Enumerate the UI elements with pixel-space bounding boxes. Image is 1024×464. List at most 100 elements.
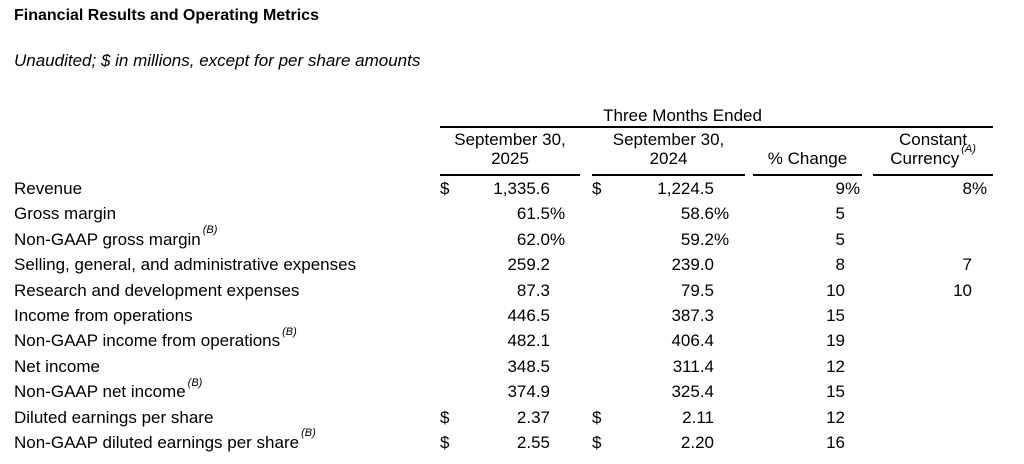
- row-label: Diluted earnings per share: [14, 405, 440, 430]
- table-body: Revenue $ 1,335.6 $ 1,224.5 9 % 8 % Gros…: [14, 175, 993, 455]
- pct-sign-2025: [550, 354, 580, 379]
- column-header-2025: September 30, 2025: [440, 127, 580, 176]
- pct-sign-2024: %: [714, 204, 730, 224]
- pct-sign-2025: [550, 379, 580, 404]
- footnote-marker-b: (B): [202, 224, 218, 237]
- pct-sign-2025: [550, 405, 580, 430]
- constant-currency-sign: [972, 201, 993, 226]
- gap: [580, 354, 592, 379]
- row-label: Non-GAAP diluted earnings per share (B): [14, 427, 440, 455]
- gap: [580, 175, 592, 201]
- pct-change-sign: [845, 227, 862, 252]
- header-gap: [580, 127, 592, 175]
- column-header-2024-line2: 2024: [649, 149, 688, 168]
- currency-symbol-2025: [440, 252, 454, 277]
- row-label-text: Revenue: [14, 178, 83, 198]
- constant-currency-sign: %: [972, 179, 988, 198]
- value-2024: 311.4: [672, 356, 714, 376]
- pct-change-value: 8: [835, 255, 845, 275]
- header-spacer: [14, 97, 440, 127]
- table-group-header-row: Three Months Ended: [14, 97, 994, 128]
- gap: [745, 430, 753, 455]
- currency-symbol-2025: $: [440, 179, 450, 198]
- gap: [862, 175, 873, 201]
- constant-currency-value: [873, 379, 972, 404]
- pct-sign-2024: [714, 354, 745, 379]
- row-label-text: Non-GAAP gross margin: [14, 229, 201, 249]
- gap: [580, 430, 592, 455]
- pct-change-sign: %: [845, 179, 861, 198]
- table-row: Non-GAAP gross margin (B) 62.0 % 59.2 % 5: [14, 224, 993, 252]
- page-subtitle: Unaudited; $ in millions, except for per…: [14, 51, 421, 70]
- value-2025: 482.1: [507, 331, 550, 351]
- gap: [745, 175, 753, 201]
- value-2025: 87.3: [516, 280, 550, 300]
- pct-sign-2024: [714, 175, 745, 201]
- gap: [862, 354, 873, 379]
- table-row: Revenue $ 1,335.6 $ 1,224.5 9 % 8 %: [14, 175, 993, 201]
- column-header-2024: September 30, 2024: [592, 127, 745, 176]
- row-label-text: Gross margin: [14, 204, 117, 224]
- three-months-ended-label: Three Months Ended: [603, 106, 762, 125]
- gap: [862, 405, 873, 430]
- value-2025: 446.5: [507, 306, 550, 326]
- pct-change-sign: [845, 278, 862, 303]
- row-label-text: Non-GAAP income from operations: [14, 331, 281, 351]
- row-label: Income from operations: [14, 303, 440, 328]
- pct-change-sign: [845, 252, 862, 277]
- row-label-text: Income from operations: [14, 306, 193, 326]
- financial-table: Three Months Ended September 30, 2025 Se…: [14, 97, 994, 455]
- header-spacer: [14, 127, 440, 175]
- pct-change-value: 5: [835, 204, 845, 224]
- gap: [580, 303, 592, 328]
- constant-currency-value: [873, 430, 972, 455]
- constant-currency-line1: Constant: [899, 130, 968, 149]
- value-2025: 61.5: [516, 204, 550, 224]
- gap: [745, 379, 753, 404]
- pct-change-value: 9: [835, 179, 845, 198]
- table-column-header-row: September 30, 2025 September 30, 2024 % …: [14, 127, 994, 176]
- constant-currency-value: [873, 328, 972, 353]
- row-label-text: Selling, general, and administrative exp…: [14, 255, 357, 275]
- currency-symbol-2025: [440, 303, 454, 328]
- pct-change-value: 12: [826, 356, 845, 376]
- gap: [862, 227, 873, 252]
- pct-sign-2024: [714, 303, 745, 328]
- value-2024: 1,224.5: [657, 179, 714, 198]
- value-2024: 406.4: [671, 331, 714, 351]
- currency-symbol-2024: [592, 328, 606, 353]
- three-months-ended-header: Three Months Ended: [440, 97, 994, 128]
- footnote-marker-b: (B): [301, 427, 316, 440]
- row-label-text: Non-GAAP net income: [14, 382, 186, 402]
- currency-symbol-2024: [592, 278, 606, 303]
- pct-change-value: 19: [826, 331, 845, 351]
- table-row: Income from operations 446.5 387.3 15: [14, 303, 993, 328]
- pct-sign-2025: %: [550, 204, 566, 224]
- table-row: Non-GAAP income from operations (B) 482.1…: [14, 326, 993, 353]
- currency-symbol-2024: [592, 201, 606, 226]
- pct-change-value: 15: [826, 382, 845, 402]
- gap: [745, 227, 753, 252]
- gap: [745, 328, 753, 353]
- pct-sign-2024: [714, 252, 745, 277]
- row-label: Gross margin: [14, 201, 440, 226]
- constant-currency-sign: [972, 328, 993, 353]
- gap: [862, 252, 873, 277]
- constant-currency-value: [873, 201, 972, 226]
- gap: [862, 328, 873, 353]
- gap: [862, 303, 873, 328]
- currency-symbol-2025: [440, 354, 454, 379]
- gap: [745, 278, 753, 303]
- constant-currency-sign: [972, 303, 993, 328]
- currency-symbol-2025: [440, 379, 454, 404]
- value-2024: 2.11: [682, 407, 714, 427]
- gap: [580, 405, 592, 430]
- pct-change-label: % Change: [767, 149, 848, 168]
- pct-sign-2025: [550, 252, 580, 277]
- pct-change-value: 15: [826, 306, 845, 326]
- pct-change-sign: [845, 379, 862, 404]
- pct-sign-2025: [550, 430, 580, 455]
- gap: [745, 354, 753, 379]
- currency-symbol-2025: [440, 278, 454, 303]
- value-2025: 2.55: [516, 433, 550, 453]
